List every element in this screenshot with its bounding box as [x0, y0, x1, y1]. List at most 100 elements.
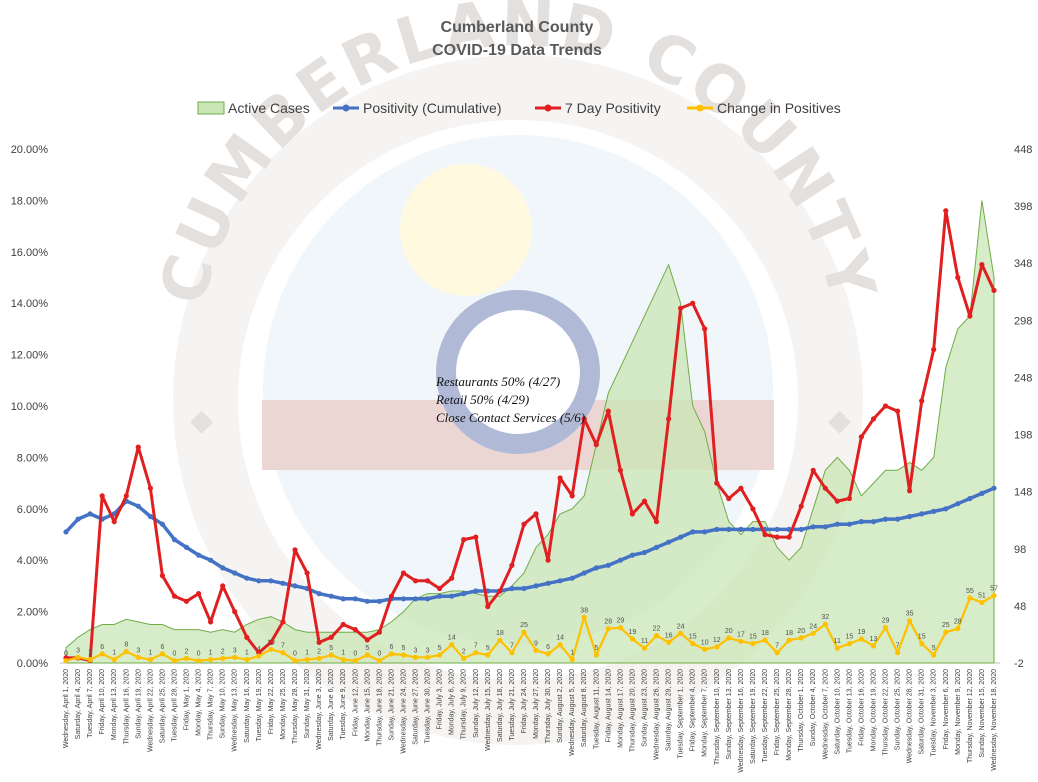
- x-tick-label: Saturday, June 6, 2020: [328, 669, 335, 741]
- data-label-change-in-positives: 3: [136, 647, 140, 654]
- data-label-change-in-positives: 38: [580, 607, 588, 614]
- data-label-change-in-positives: 0: [173, 651, 177, 658]
- data-label-change-in-positives: 28: [604, 619, 612, 626]
- point-change-in-positives: [256, 653, 262, 659]
- point-change-in-positives: [798, 635, 804, 641]
- point-change-in-positives: [183, 655, 190, 662]
- x-tick-label: Thursday, October 22, 2020: [883, 669, 890, 756]
- chart-title: Cumberland County: [441, 19, 594, 36]
- y-axis-right: -2 48 98 148 198 248 298 348 398 448: [1014, 144, 1032, 670]
- data-label-change-in-positives: 19: [858, 629, 866, 636]
- point-positivity-cumulative: [882, 516, 889, 522]
- point-change-in-positives: [882, 625, 889, 631]
- point-positivity-cumulative: [569, 575, 575, 581]
- point-positivity-cumulative: [256, 578, 262, 584]
- x-tick-label: Friday, September 25, 2020: [774, 669, 781, 755]
- point-positivity-cumulative: [183, 544, 190, 551]
- point-7-day-positivity: [955, 274, 961, 281]
- data-label-change-in-positives: 0: [64, 651, 68, 658]
- point-positivity-cumulative: [509, 585, 515, 592]
- point-positivity-cumulative: [714, 526, 720, 533]
- point-change-in-positives: [340, 657, 346, 663]
- point-change-in-positives: [376, 658, 382, 664]
- point-7-day-positivity: [834, 498, 840, 504]
- point-change-in-positives: [822, 621, 828, 627]
- point-change-in-positives: [304, 657, 310, 663]
- data-label-change-in-positives: 6: [100, 644, 104, 651]
- y-left-tick-label: 18.00%: [11, 195, 49, 207]
- point-positivity-cumulative: [75, 516, 81, 522]
- point-7-day-positivity: [919, 398, 925, 404]
- data-label-change-in-positives: 2: [185, 648, 189, 655]
- data-label-change-in-positives: 24: [809, 623, 817, 630]
- data-label-change-in-positives: 57: [990, 586, 998, 593]
- point-7-day-positivity: [280, 619, 286, 625]
- point-positivity-cumulative: [979, 490, 985, 496]
- x-tick-label: Monday, September 28, 2020: [786, 669, 793, 761]
- point-positivity-cumulative: [870, 519, 877, 525]
- point-change-in-positives: [412, 654, 419, 660]
- x-tick-label: Thursday, October 1, 2020: [798, 669, 805, 752]
- point-positivity-cumulative: [87, 511, 93, 517]
- data-label-change-in-positives: 1: [305, 650, 309, 657]
- y-right-tick-label: 248: [1014, 372, 1032, 384]
- point-positivity-cumulative: [244, 575, 250, 581]
- data-label-change-in-positives: 11: [834, 638, 841, 645]
- point-7-day-positivity: [328, 634, 334, 640]
- point-change-in-positives: [123, 649, 129, 655]
- point-change-in-positives: [931, 652, 937, 658]
- point-7-day-positivity: [340, 621, 346, 628]
- point-positivity-cumulative: [280, 580, 286, 586]
- point-7-day-positivity: [461, 537, 467, 543]
- point-positivity-cumulative: [593, 565, 599, 571]
- x-tick-label: Saturday, August 8, 2020: [581, 669, 588, 747]
- point-change-in-positives: [461, 655, 467, 662]
- point-positivity-cumulative: [666, 539, 672, 545]
- data-label-change-in-positives: 19: [629, 629, 637, 636]
- point-7-day-positivity: [400, 570, 407, 576]
- data-label-change-in-positives: 0: [293, 651, 297, 658]
- data-label-change-in-positives: 1: [148, 650, 152, 657]
- data-label-change-in-positives: 3: [76, 647, 80, 654]
- data-label-change-in-positives: 8: [124, 642, 128, 649]
- x-tick-label: Monday, April 13, 2020: [111, 669, 118, 740]
- data-label-change-in-positives: 3: [426, 647, 430, 654]
- point-change-in-positives: [714, 644, 720, 650]
- point-positivity-cumulative: [135, 503, 141, 509]
- point-positivity-cumulative: [919, 511, 925, 517]
- x-tick-label: Friday, May 22, 2020: [268, 669, 275, 734]
- point-7-day-positivity: [244, 634, 250, 640]
- point-change-in-positives: [352, 658, 358, 664]
- x-tick-label: Tuesday, June 9, 2020: [340, 669, 347, 740]
- x-tick-label: Thursday, August 20, 2020: [629, 669, 636, 752]
- x-tick-label: Sunday, July 12, 2020: [473, 669, 480, 738]
- point-positivity-cumulative: [232, 570, 238, 576]
- point-7-day-positivity: [545, 557, 551, 563]
- point-positivity-cumulative: [412, 596, 419, 602]
- x-tick-label: Monday, October 19, 2020: [871, 669, 878, 751]
- y-left-tick-label: 12.00%: [11, 350, 49, 362]
- x-tick-label: Friday, April 10, 2020: [99, 669, 106, 735]
- x-tick-label: Saturday, July 18, 2020: [497, 669, 504, 742]
- x-tick-label: Tuesday, October 13, 2020: [846, 669, 853, 753]
- x-tick-label: Wednesday, April 22, 2020: [147, 669, 154, 752]
- data-label-change-in-positives: 17: [737, 631, 745, 638]
- point-7-day-positivity: [388, 593, 394, 599]
- point-7-day-positivity: [521, 521, 527, 527]
- x-tick-label: Thursday, September 10, 2020: [714, 669, 721, 765]
- point-change-in-positives: [653, 633, 660, 639]
- x-tick-label: Sunday, August 23, 2020: [642, 669, 649, 747]
- point-positivity-cumulative: [750, 526, 756, 533]
- point-positivity-cumulative: [449, 593, 455, 599]
- x-tick-label: Wednesday, August 26, 2020: [654, 669, 661, 760]
- x-tick-label: Tuesday, August 11, 2020: [593, 669, 600, 749]
- legend-swatch-area: [197, 101, 225, 115]
- point-7-day-positivity: [882, 403, 889, 409]
- x-tick-label: Sunday, May 10, 2020: [220, 669, 227, 739]
- y-left-tick-label: 14.00%: [11, 298, 49, 310]
- x-tick-label: Wednesday, June 3, 2020: [316, 669, 323, 750]
- x-tick-label: Tuesday, May 19, 2020: [256, 669, 263, 741]
- data-label-change-in-positives: 12: [713, 637, 721, 644]
- point-positivity-cumulative: [967, 495, 973, 502]
- y-right-tick-label: 448: [1014, 144, 1032, 156]
